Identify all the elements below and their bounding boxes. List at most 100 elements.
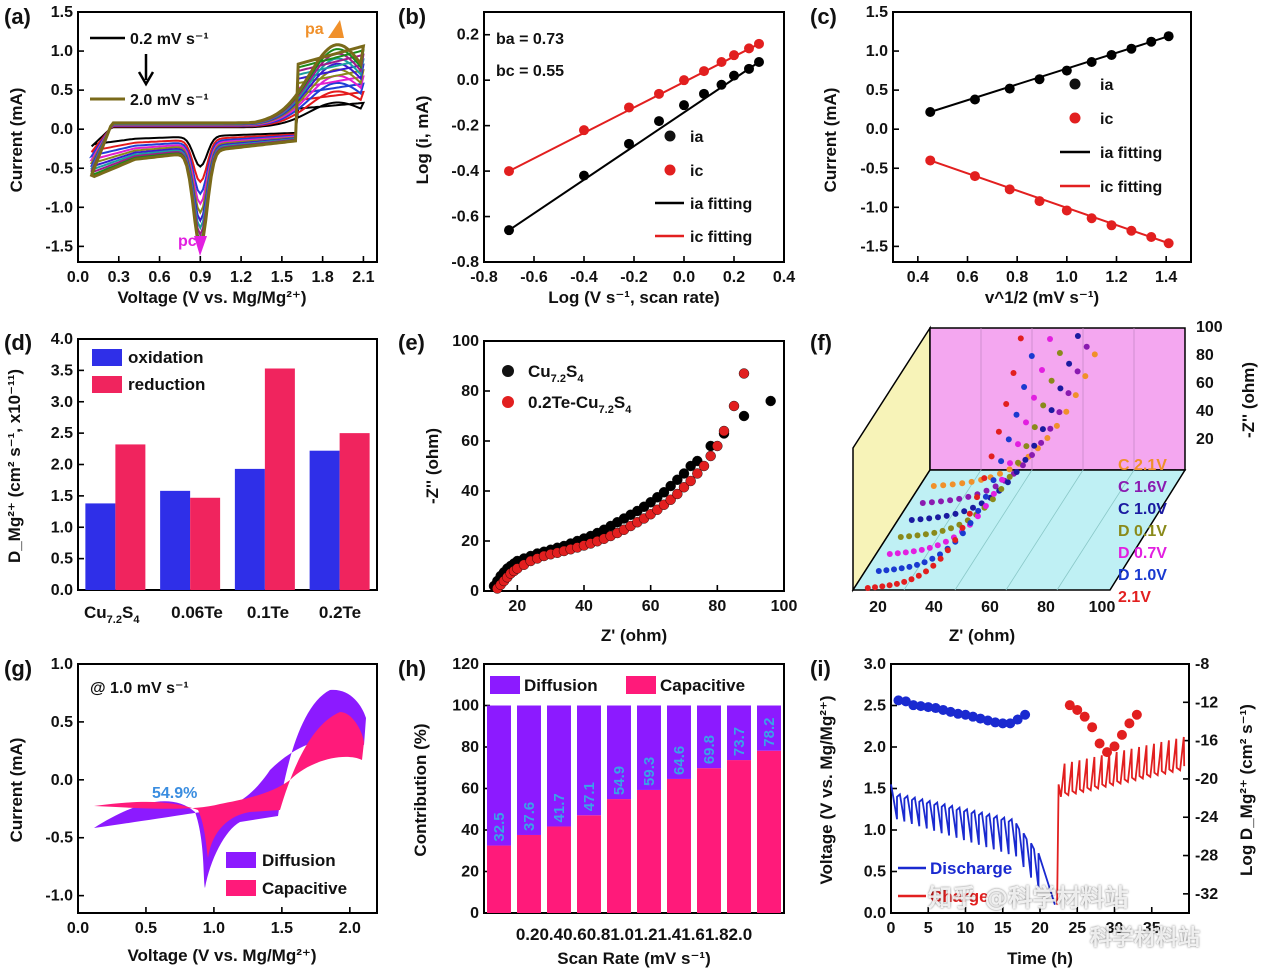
panel-b-points: [504, 38, 764, 236]
panel-a-xtick-label-2: 0.6: [148, 269, 170, 286]
panel-f-point-0-12: [1044, 435, 1051, 441]
panel-c-letter: (c): [810, 4, 837, 29]
panel-c-fit-lines: [929, 35, 1169, 245]
panel-e-ytick-label-3: 60: [461, 433, 479, 450]
panel-f-point-1-13: [1038, 439, 1045, 446]
panel-h-legend-diff-swatch: [490, 676, 520, 694]
panel-f-point-6-13: [959, 524, 966, 531]
panel-h-ytick-label-2: 40: [461, 822, 479, 839]
panel-b-xtick-label-0: -0.8: [470, 269, 498, 286]
panel-h-data-label-0: 32.5: [491, 812, 508, 841]
panel-b-point-ia-5: [699, 88, 709, 99]
panel-f-point-6-17: [988, 453, 995, 460]
panel-g-xtick-label-1: 0.5: [135, 920, 157, 937]
panel-g-letter: (g): [4, 656, 32, 681]
panel-b-ytick-label-4: 0.0: [457, 72, 479, 89]
panel-f-point-4-18: [1031, 394, 1037, 401]
panel-f-label-2: C 1.0V: [1118, 501, 1167, 518]
panel-i-logd-charge-1: [1072, 704, 1083, 715]
panel-h-bar-diffusion-8: [727, 705, 751, 761]
panel-f-point-2-4: [943, 512, 950, 519]
panel-d-bar-reduction-2: [264, 368, 295, 590]
panel-i-logd-charge-2: [1079, 711, 1090, 722]
panel-c: (c) 0.4 0.6 0.8 1.0 1.2 1.4 -1.5 -1.0 -0.5 0.0 0.5…: [810, 4, 1192, 307]
panel-f-point-4-12: [982, 503, 989, 509]
panel-h-bar-diffusion-0: [487, 705, 511, 846]
panel-b-point-ic-7: [729, 50, 739, 61]
panel-i-y2label: Log D_Mg²⁺ (cm² s⁻¹): [1237, 704, 1256, 876]
panel-i-logd-charge-5: [1102, 747, 1113, 758]
panel-d-legend-red: reduction: [128, 375, 205, 394]
panel-c-xtick-label-3: 1.0: [1056, 269, 1078, 286]
panel-c-xtick-label-0: 0.4: [907, 269, 929, 286]
panel-b-ytick-label-0: -0.8: [451, 254, 479, 271]
panel-c-point-ia-8: [1146, 36, 1157, 47]
panel-b-xtick-label-3: -0.2: [620, 269, 648, 286]
panel-h-bar-capacitive-3: [577, 815, 601, 913]
panel-a-pa-marker-icon: [328, 20, 344, 38]
panel-h-ytick-label-5: 100: [452, 698, 479, 715]
panel-b-fit-ia: [508, 61, 760, 232]
panel-e-point-1-38: [728, 400, 740, 412]
panel-f-label-0: C 2.1V: [1118, 457, 1167, 474]
panel-f-point-0-13: [1053, 422, 1060, 429]
panel-e-ytick-label-2: 40: [461, 483, 479, 500]
panel-b-point-ia-7: [729, 70, 739, 81]
panel-d-legend-ox: oxidation: [128, 348, 204, 367]
panel-b-legend-ic: ic: [690, 163, 703, 180]
panel-i-logd-charge-4: [1094, 738, 1105, 749]
panel-i-xtick-label-6: 30: [1106, 920, 1124, 937]
panel-f-point-4-1: [894, 550, 901, 557]
panel-f-point-3-1: [906, 533, 913, 540]
panel-f-point-3-6: [948, 525, 954, 532]
panel-f-point-0-2: [949, 481, 956, 488]
panel-f-point-0-3: [959, 480, 966, 487]
panel-e-point-1-33: [692, 468, 703, 479]
panel-a-arrow-icon: [137, 54, 155, 87]
panel-f-point-3-2: [914, 532, 921, 539]
panel-h-legend-cap: Capacitive: [660, 676, 745, 695]
panel-b-xtick-label-1: -0.6: [520, 269, 548, 286]
panel-f-point-6-0: [864, 585, 871, 591]
panel-f-point-1-1: [928, 499, 935, 506]
panel-c-point-ic-4: [1061, 205, 1072, 216]
panel-b-point-ic-3: [654, 88, 664, 99]
panel-f-ztick-3: 80: [1196, 347, 1214, 364]
panel-e: (e) 20 40 60 80 100 0 20 40 60 80 100 Cu7.2S4 0.2T…: [398, 330, 797, 645]
panel-f-point-1-14: [1047, 425, 1054, 432]
panel-a: (a) 0.0 0.3 0.6 0.9 1.2 1.5 1.8 2.1 -1.5 -1.0 -0.5…: [4, 4, 378, 307]
panel-d-bar-reduction-0: [115, 444, 146, 590]
panel-b-point-ic-9: [754, 38, 764, 49]
panel-f-xtick-0: 20: [869, 599, 887, 616]
panel-f-point-1-2: [938, 498, 944, 505]
panel-d-ytick-label-2: 1.0: [51, 519, 73, 536]
panel-f-point-5-0: [875, 568, 882, 574]
panel-f-point-4-14: [999, 476, 1005, 483]
panel-i-ytick-label-3: 1.5: [864, 781, 886, 798]
panel-c-xlabel: v^1/2 (mV s⁻¹): [985, 288, 1099, 307]
panel-f-point-0-14: [1063, 408, 1070, 415]
panel-i-logd-discharge-4: [923, 702, 934, 713]
panel-f-point-2-6: [961, 508, 968, 515]
panel-a-legend-1: 2.0 mV s⁻¹: [130, 92, 209, 109]
panel-c-xtick-label-4: 1.2: [1105, 269, 1127, 286]
panel-g-frame: [77, 663, 378, 914]
panel-f-point-0-8: [1006, 466, 1013, 473]
panel-e-xtick-label-1: 40: [575, 598, 593, 615]
panel-c-legend-ia: ia: [1100, 77, 1113, 94]
panel-e-point-0-29: [658, 487, 670, 498]
panel-h-bar-capacitive-7: [697, 768, 721, 913]
panel-d-bar-oxidation-3: [309, 450, 340, 590]
panel-e-point-0-32: [678, 468, 690, 479]
panel-h-bar-capacitive-5: [637, 789, 661, 913]
panel-h-xticks: 0.20.40.60.81.01.21.41.61.82.0: [516, 925, 752, 944]
panel-b-bc: bc = 0.55: [496, 63, 564, 80]
panel-c-ylabel: Current (mA): [821, 88, 840, 193]
panel-i-y2tick-label-4: -16: [1195, 733, 1218, 750]
panel-d-legend-ox-swatch: [92, 349, 122, 366]
panel-f-point-2-15: [1039, 426, 1046, 433]
panel-b-xtick-label-2: -0.4: [570, 269, 598, 286]
panel-f-xlabel: Z' (ohm): [949, 626, 1015, 645]
panel-i-logd-discharge-16: [1012, 714, 1023, 725]
